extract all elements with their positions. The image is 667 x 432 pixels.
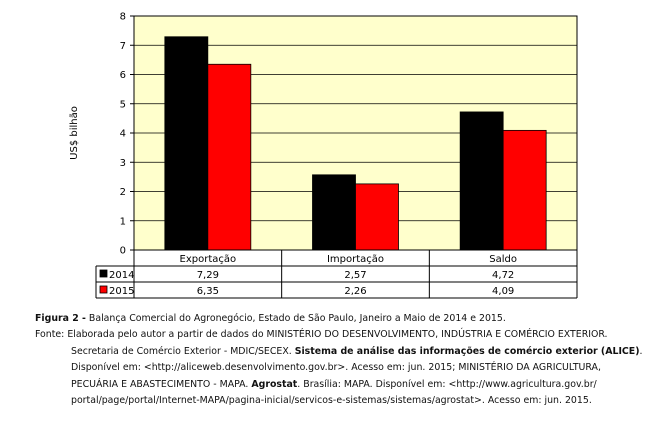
bar-2014-2 <box>459 111 504 251</box>
y-tick-label: 8 <box>120 12 126 23</box>
y-axis-label: US$ bilhão <box>69 106 80 160</box>
source-line-2: Secretaria de Comércio Exterior - MDIC/S… <box>35 344 660 360</box>
y-tick-label: 3 <box>120 158 126 169</box>
bar-2015-1 <box>355 183 399 251</box>
source-prefix: Fonte: <box>35 329 68 341</box>
table-value: 7,29 <box>197 270 219 281</box>
bar-2015-2 <box>502 129 547 251</box>
data-table: Exportação Importação Saldo 2014 7,29 2,57 4,7… <box>95 249 578 299</box>
figure-label: Figura 2 - <box>35 313 86 324</box>
table-value: 2,57 <box>344 270 366 281</box>
bar-2015-0 <box>207 63 252 251</box>
source-line-5: portal/page/portal/Internet-MAPA/pagina-… <box>71 395 592 407</box>
source-text-1: Elaborada pelo autor a partir de dados d… <box>67 329 608 341</box>
table-value: 2,26 <box>344 286 366 297</box>
figure-caption: Figura 2 - Balança Comercial do Agronegó… <box>35 311 660 409</box>
category-label: Saldo <box>489 254 517 265</box>
source-text-2b: Sistema de análise das informações de co… <box>294 345 640 357</box>
source-text-4b: Agrostat <box>251 378 298 390</box>
y-tick-label: 0 <box>120 246 126 257</box>
y-axis-ticks: 0 1 2 3 4 5 6 7 8 <box>120 12 134 257</box>
source-text-2c: . <box>639 345 643 357</box>
source-text-4a: PECUÁRIA E ABASTECIMENTO - MAPA. <box>71 378 252 390</box>
table-value: 6,35 <box>197 286 219 297</box>
table-value: 4,72 <box>492 270 514 281</box>
bar-2014-1 <box>312 174 356 251</box>
category-label: Exportação <box>180 254 237 265</box>
bars <box>164 36 547 251</box>
bar-chart: 0 1 2 3 4 5 6 7 8 US$ bilhão Exportação Importaçã… <box>69 12 578 299</box>
source-text-2a: Secretaria de Comércio Exterior - MDIC/S… <box>71 345 295 357</box>
legend-label-2015: 2015 <box>109 286 134 297</box>
legend-swatch-2014 <box>99 269 108 278</box>
y-tick-label: 6 <box>120 70 126 81</box>
figure-title: Balança Comercial do Agronegócio, Estado… <box>85 313 506 324</box>
y-tick-label: 2 <box>120 187 126 198</box>
source-text-4c: . Brasília: MAPA. Disponível em: <http:/… <box>297 378 597 390</box>
y-tick-label: 7 <box>120 41 126 52</box>
source-line-3: Disponível em: <http://aliceweb.desenvol… <box>71 362 601 374</box>
bar-2014-0 <box>164 36 209 251</box>
y-tick-label: 5 <box>120 99 126 110</box>
category-label: Importação <box>327 254 384 265</box>
legend-swatch-2015 <box>99 285 108 294</box>
caption-title: Figura 2 - Balança Comercial do Agronegó… <box>35 311 660 327</box>
source-line-1: Fonte: Elaborada pelo autor a partir de … <box>35 327 660 343</box>
y-tick-label: 1 <box>120 216 126 227</box>
y-tick-label: 4 <box>120 129 126 140</box>
source-line-4: PECUÁRIA E ABASTECIMENTO - MAPA. Agrosta… <box>35 377 660 393</box>
table-value: 4,09 <box>492 286 514 297</box>
legend-label-2014: 2014 <box>109 270 134 281</box>
